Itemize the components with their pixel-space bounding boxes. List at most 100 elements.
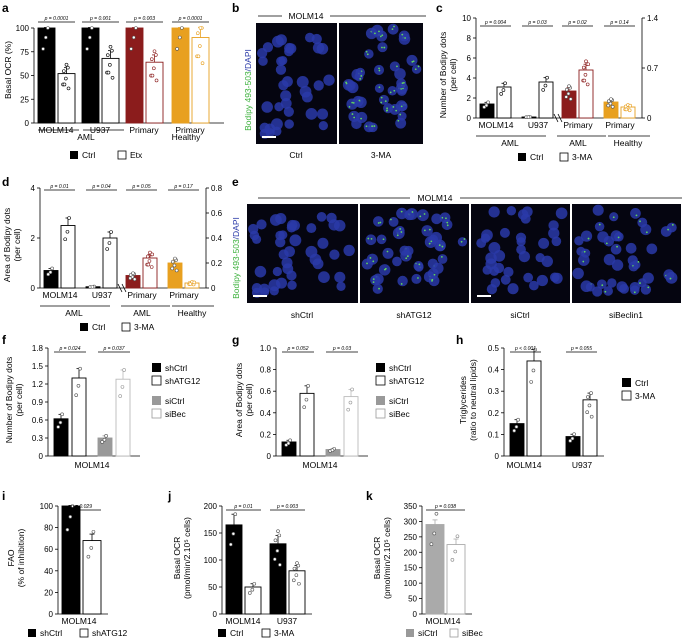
y-tick-label: 300 bbox=[404, 517, 418, 526]
cell-nucleus bbox=[365, 234, 377, 246]
lipid-droplet bbox=[428, 228, 431, 231]
data-point bbox=[106, 70, 111, 75]
label-3ma-b: 3-MA bbox=[371, 150, 392, 160]
cat-molm14-k: MOLM14 bbox=[426, 616, 461, 626]
y2-tick-label: 0.8 bbox=[211, 184, 223, 193]
data-point bbox=[46, 272, 50, 277]
y-tick-label: 50 bbox=[20, 72, 29, 81]
cell-nucleus bbox=[517, 209, 529, 220]
data-point bbox=[173, 256, 177, 261]
cell-nucleus bbox=[275, 277, 287, 289]
data-point bbox=[606, 103, 610, 108]
data-point bbox=[175, 47, 179, 51]
legend-swatch-3ma-j bbox=[261, 628, 271, 638]
cell-nucleus bbox=[627, 255, 638, 266]
data-point bbox=[582, 78, 587, 83]
lipid-droplet bbox=[441, 245, 444, 248]
cell-nucleus bbox=[364, 49, 374, 59]
cell-nucleus bbox=[318, 271, 330, 283]
lipid-droplet bbox=[431, 279, 433, 282]
cell-nucleus bbox=[382, 247, 394, 259]
data-point bbox=[85, 47, 89, 51]
legend-label-3ma-j: 3-MA bbox=[274, 628, 295, 638]
y-tick-label: 1.2 bbox=[32, 380, 44, 389]
lipid-droplet bbox=[647, 286, 650, 289]
cell-nucleus bbox=[275, 213, 287, 225]
data-point bbox=[170, 259, 175, 264]
chart-h: 0 0.1 0.2 0.3 0.4 0.5 p < 0.001 p = 0.055 bbox=[488, 344, 604, 461]
data-point bbox=[60, 412, 64, 417]
cell-nucleus bbox=[476, 238, 487, 249]
cell-nucleus bbox=[311, 33, 322, 45]
chart-d: 0 2 4 0 0.2 0.4 0.6 0.8 p = 0.01 p = 0.04 p = 0.05… bbox=[31, 184, 223, 300]
lipid-droplet bbox=[639, 282, 641, 284]
chart-i: 0 20 40 60 80 100 p = 0.029 bbox=[40, 502, 108, 619]
bar bbox=[101, 57, 120, 124]
data-point bbox=[65, 527, 70, 532]
bar bbox=[299, 392, 315, 457]
legend-swatch-3ma-c bbox=[559, 152, 569, 162]
group-label: Primary bbox=[605, 120, 635, 130]
data-point bbox=[545, 75, 549, 80]
data-point bbox=[233, 512, 238, 517]
ylabel-j: Basal OCR(pmol/min/2.10⁵ cells) bbox=[172, 517, 192, 599]
cell-nucleus bbox=[538, 237, 550, 249]
cell-nucleus bbox=[351, 118, 362, 130]
data-point bbox=[58, 420, 63, 425]
cell-nucleus bbox=[275, 34, 287, 46]
data-point bbox=[455, 534, 460, 539]
lipid-droplet bbox=[446, 221, 449, 224]
data-point bbox=[105, 53, 110, 57]
lipid-droplet bbox=[369, 257, 372, 259]
title-e: MOLM14 bbox=[418, 193, 453, 203]
cell-nucleus bbox=[305, 245, 318, 258]
data-point bbox=[587, 403, 592, 408]
data-point bbox=[100, 440, 105, 444]
data-point bbox=[132, 35, 136, 40]
lipid-droplet bbox=[440, 255, 443, 258]
lipid-droplet bbox=[359, 78, 362, 80]
bar bbox=[57, 73, 76, 124]
cell-nucleus bbox=[574, 236, 584, 246]
cell-nucleus bbox=[436, 241, 446, 252]
cell-nucleus bbox=[278, 80, 289, 91]
cell-nucleus bbox=[274, 102, 284, 112]
bar bbox=[538, 81, 554, 119]
panel-h: h Triglycerides(ratio to neutral lipids)… bbox=[456, 333, 656, 470]
p-value-label: p = 0.024 bbox=[59, 346, 81, 352]
legend-label-ctrl-c: Ctrl bbox=[530, 152, 543, 162]
data-point bbox=[152, 66, 156, 71]
panel-a: a Basal OCR (%) 0 25 50 75 100 p = 0.0001 p = … bbox=[2, 1, 224, 160]
lipid-droplet bbox=[633, 291, 636, 294]
data-point bbox=[231, 532, 236, 536]
lipid-droplet bbox=[393, 89, 396, 92]
cell-nucleus bbox=[529, 280, 539, 291]
cell-nucleus bbox=[396, 78, 407, 89]
lipid-droplet bbox=[386, 109, 389, 112]
data-point bbox=[278, 563, 282, 567]
p-value-label: p = 0.038 bbox=[434, 504, 456, 510]
p-value-label: p = 0.0001 bbox=[178, 16, 203, 22]
cell-nucleus bbox=[305, 108, 318, 120]
bar bbox=[191, 37, 210, 124]
y-tick-label: 100 bbox=[40, 502, 54, 511]
lipid-droplet bbox=[445, 217, 447, 220]
lipid-droplet bbox=[378, 287, 380, 290]
cell-nucleus bbox=[592, 204, 604, 216]
panel-letter-b: b bbox=[232, 1, 239, 15]
legend-label-shatg12-g: shATG12 bbox=[389, 376, 425, 386]
ylabel-d: Area of Bodipy dots(per cell) bbox=[2, 208, 22, 282]
lipid-droplet bbox=[406, 255, 409, 258]
panel-g: g Area of Bodipy dots(per cell) 00.20.40… bbox=[232, 333, 425, 470]
cell-nucleus bbox=[296, 76, 309, 88]
bar bbox=[425, 524, 445, 615]
title-b: MOLM14 bbox=[289, 11, 324, 21]
cell-nucleus bbox=[261, 101, 273, 113]
bar bbox=[37, 27, 56, 124]
cell-nucleus bbox=[252, 234, 262, 244]
lipid-droplet bbox=[423, 213, 426, 215]
data-point bbox=[180, 26, 184, 30]
y-tick-label: 6 bbox=[467, 54, 472, 63]
cell-nucleus bbox=[370, 275, 381, 286]
bar bbox=[53, 418, 69, 457]
